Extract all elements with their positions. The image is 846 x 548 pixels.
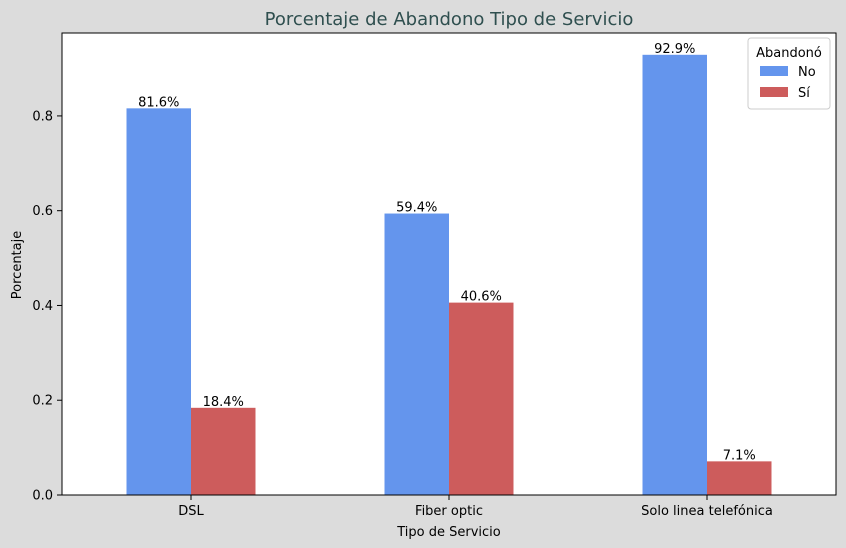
legend-swatch-si [760,87,788,97]
bar-value-label: 92.9% [654,42,695,57]
bar-value-label: 18.4% [203,395,244,410]
x-axis-label: Tipo de Servicio [396,525,501,540]
legend-label: No [798,65,816,80]
y-axis-label: Porcentaje [10,231,25,299]
legend-title: Abandonó [756,46,822,61]
y-tick-label: 0.6 [32,204,53,219]
x-tick-label: Solo linea telefónica [641,504,773,519]
bars-group [126,54,772,495]
bar-si-2 [707,461,772,495]
bar-no-1 [384,213,449,495]
y-tick-label: 0.8 [32,109,53,124]
bar-value-label: 7.1% [723,448,756,463]
x-tick-label: Fiber optic [415,504,483,519]
y-tick-label: 0.2 [32,394,53,409]
legend-label: Sí [798,86,810,101]
x-axis: DSL Fiber optic Solo linea telefónica [178,495,773,519]
legend-swatch-no [760,66,788,76]
legend: Abandonó No Sí [747,37,831,110]
y-axis: 0.0 0.2 0.4 0.6 0.8 [32,109,62,504]
y-tick-label: 0.0 [32,489,53,504]
bar-value-label: 40.6% [461,290,502,305]
chart-title: Porcentaje de Abandono Tipo de Servicio [265,9,634,30]
bar-value-label: 59.4% [396,201,437,216]
legend-items: No Sí [760,65,816,101]
x-tick-label: DSL [178,504,204,519]
y-tick-label: 0.4 [32,299,53,314]
bar-value-label: 81.6% [138,95,179,110]
bar-si-0 [191,407,256,495]
bar-labels-group: 81.6% 18.4% 59.4% 40.6% 92.9% 7.1% [138,42,756,464]
bar-no-2 [642,54,707,495]
bar-si-1 [449,302,514,495]
bar-no-0 [126,108,191,495]
plot-frame [61,32,837,496]
